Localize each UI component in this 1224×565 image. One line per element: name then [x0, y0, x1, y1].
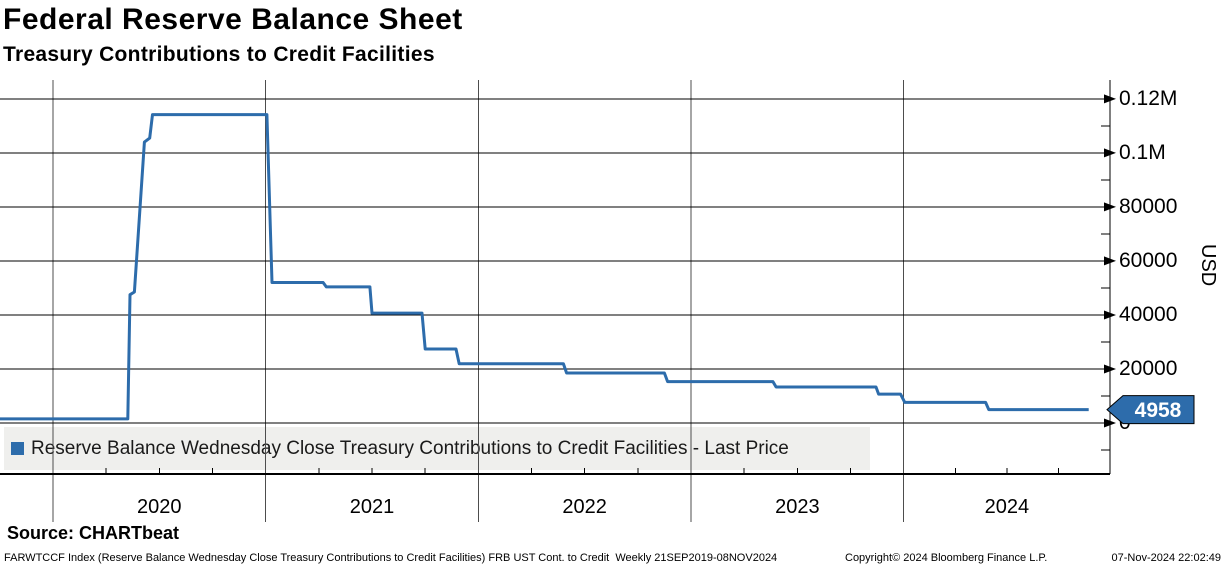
footer-ticker-info: FARWTCCF Index (Reserve Balance Wednesda…: [4, 552, 778, 564]
source-label: Source: CHARTbeat: [7, 523, 180, 543]
legend-marker-swatch: [11, 442, 24, 455]
y-tick-label: 0: [1119, 410, 1131, 434]
x-year-label: 2022: [562, 496, 607, 518]
x-year-label: 2021: [349, 496, 395, 518]
y-tick-label: 60000: [1119, 248, 1178, 272]
y-tick-label: 20000: [1119, 356, 1178, 380]
x-year-label: 2024: [984, 496, 1030, 518]
page-subtitle: Treasury Contributions to Credit Facilit…: [3, 43, 435, 66]
page-title: Federal Reserve Balance Sheet: [3, 3, 463, 36]
y-axis-title: USD: [1197, 244, 1219, 287]
footer-timestamp: 07-Nov-2024 22:02:49: [1111, 552, 1221, 564]
y-tick-label: 40000: [1119, 302, 1178, 326]
y-tick-label: 0.12M: [1119, 86, 1178, 110]
y-tick-label: 0.1M: [1119, 140, 1166, 164]
legend: Reserve Balance Wednesday Close Treasury…: [4, 427, 870, 470]
legend-label: Reserve Balance Wednesday Close Treasury…: [31, 437, 789, 459]
footer-copyright: Copyright© 2024 Bloomberg Finance L.P.: [845, 552, 1048, 564]
x-year-label: 2020: [137, 496, 182, 518]
y-tick-label: 80000: [1119, 194, 1178, 218]
x-year-label: 2023: [775, 496, 820, 518]
